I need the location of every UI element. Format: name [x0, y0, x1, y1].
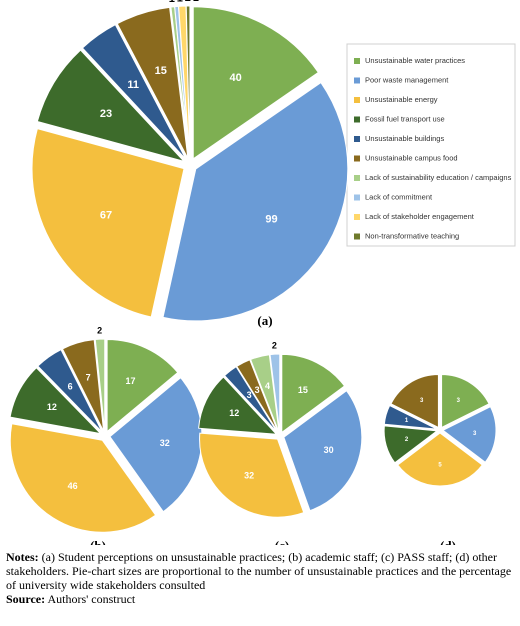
- data-label: 15: [155, 65, 167, 77]
- legend-swatch: [354, 136, 360, 142]
- panel-title: (b): [90, 538, 106, 545]
- source-text: Authors' construct: [47, 592, 136, 606]
- pie-slice: [383, 425, 439, 464]
- data-label: 15: [298, 385, 308, 395]
- data-label: 2: [405, 437, 409, 443]
- data-label: 5: [438, 462, 442, 468]
- data-label: 12: [229, 408, 239, 418]
- data-label: 46: [68, 481, 78, 491]
- legend-swatch: [354, 58, 360, 64]
- legend-swatch: [354, 233, 360, 240]
- pie-slice: [9, 367, 103, 435]
- data-label: 1: [169, 0, 175, 5]
- data-label: 32: [244, 471, 254, 481]
- pie-slice: [397, 432, 483, 487]
- legend-swatch: [354, 77, 360, 84]
- legend-swatch: [354, 214, 360, 220]
- legend-label: Unsustainable energy: [365, 95, 438, 104]
- data-label: 17: [126, 376, 136, 386]
- pie-slice: [249, 354, 280, 433]
- data-label: 2: [272, 341, 277, 351]
- pie-slice: [31, 128, 185, 318]
- pie-slice: [198, 376, 278, 435]
- legend-swatch: [354, 116, 360, 123]
- legend-swatch: [354, 155, 360, 162]
- figure: 4099672311151121(a)17324612672(b)1530321…: [9, 0, 516, 545]
- pie-slice: [106, 338, 179, 433]
- legend-box: [346, 43, 516, 247]
- panel-title: (a): [257, 313, 272, 328]
- panel-title: (c): [275, 538, 289, 545]
- data-label: 6: [68, 381, 73, 391]
- pie-slice: [94, 338, 106, 432]
- data-label: 67: [100, 210, 112, 222]
- data-label: 4: [265, 381, 270, 391]
- pie-slice: [236, 359, 279, 433]
- data-label: 7: [86, 373, 91, 383]
- data-label: 30: [324, 445, 334, 455]
- legend-swatch: [354, 194, 360, 201]
- notes-label: Notes:: [6, 550, 39, 564]
- pie-slice: [81, 24, 187, 160]
- pie-slice: [61, 339, 105, 432]
- data-label: 23: [100, 108, 112, 120]
- legend-label: Lack of stakeholder engagement: [365, 212, 475, 221]
- data-label: 32: [160, 438, 170, 448]
- legend-label: Poor waste management: [365, 75, 449, 84]
- data-label: 12: [47, 402, 57, 412]
- pie-slice: [37, 348, 103, 433]
- pie-slice: [390, 373, 439, 429]
- pie-slice: [223, 366, 278, 434]
- data-label: 1: [405, 418, 409, 424]
- legend-label: Unsustainable buildings: [365, 134, 444, 143]
- legend-label: Unsustainable water practices: [365, 56, 465, 65]
- data-label: 1: [177, 0, 183, 5]
- pie-slice: [442, 405, 497, 463]
- source-line: Source: Authors' construct: [6, 592, 516, 606]
- legend-label: Non-transformative teaching: [365, 231, 459, 240]
- data-label: 3: [457, 398, 461, 404]
- notes: Notes: (a) Student perceptions on unsust…: [6, 550, 516, 606]
- legend-label: Fossil fuel transport use: [365, 114, 445, 123]
- pie-slice: [199, 432, 305, 518]
- pie-slice: [269, 353, 281, 433]
- legend-swatch: [354, 97, 360, 103]
- data-label: 3: [247, 390, 252, 400]
- pie-slice: [9, 423, 157, 533]
- data-label: 3: [420, 398, 424, 404]
- pie-slice: [192, 6, 320, 160]
- pie-slice: [185, 5, 191, 159]
- data-label: 2: [185, 0, 191, 4]
- pie-slice: [162, 81, 349, 322]
- data-label: 99: [265, 214, 277, 226]
- pie-slice: [441, 373, 490, 429]
- pie-slice: [383, 404, 438, 430]
- source-label: Source:: [6, 592, 46, 606]
- notes-line: Notes: (a) Student perceptions on unsust…: [6, 550, 516, 592]
- data-label: 2: [97, 326, 102, 336]
- data-label: 3: [473, 431, 477, 437]
- pie-slice: [281, 353, 346, 434]
- notes-text: (a) Student perceptions on unsustainable…: [6, 550, 512, 592]
- pie-slice: [116, 6, 189, 159]
- legend-label: Lack of sustainability education / campa…: [365, 173, 512, 182]
- legend-swatch: [354, 175, 360, 181]
- data-label: 1: [193, 0, 199, 4]
- data-label: 3: [255, 385, 260, 395]
- panel-title: (d): [440, 538, 456, 545]
- legend-label: Unsustainable campus food: [365, 153, 458, 162]
- pie-slice: [36, 49, 186, 163]
- data-label: 11: [127, 79, 139, 91]
- legend-label: Lack of commitment: [365, 192, 433, 201]
- pie-slice: [283, 390, 363, 512]
- data-label: 40: [230, 72, 242, 84]
